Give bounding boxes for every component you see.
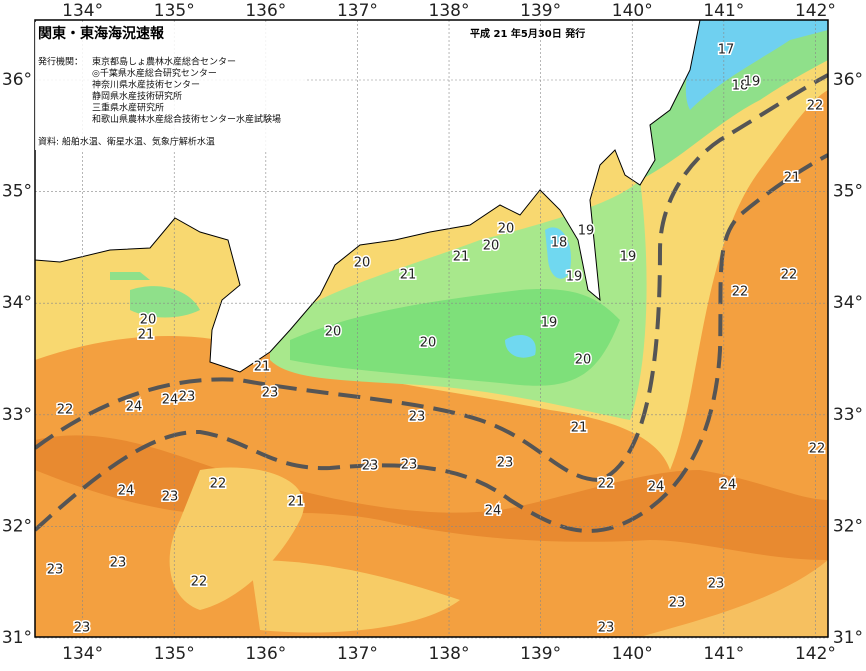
isotherm-label: 22	[210, 477, 227, 492]
isotherm-label: 17	[718, 43, 735, 58]
isotherm-label: 23	[669, 596, 686, 611]
agency-heading: 発行機関：	[38, 56, 83, 68]
lat-label-right: 36°	[833, 70, 863, 90]
agency: 静岡県水産技術研究所	[92, 90, 182, 102]
isotherm-label: 24	[485, 504, 502, 519]
isotherm-label: 20	[354, 256, 371, 271]
issue-date: 平成 21 年5月30日 発行	[470, 27, 585, 40]
isotherm-label: 24	[162, 393, 179, 408]
isotherm-label: 23	[262, 386, 279, 401]
lon-label-bottom: 136°	[245, 644, 286, 664]
lon-label-top: 136°	[245, 1, 286, 21]
lat-label-right: 32°	[833, 516, 863, 536]
isotherm-label: 23	[179, 390, 196, 405]
isotherm-label: 21	[453, 250, 470, 265]
lon-label-bottom: 139°	[520, 644, 561, 664]
lon-label-bottom: 138°	[429, 644, 470, 664]
isotherm-label: 19	[620, 250, 637, 265]
lat-label-right: 34°	[833, 293, 863, 313]
isotherm-label: 22	[807, 99, 824, 114]
lat-label-right: 33°	[833, 405, 863, 425]
agency: 三重県水産研究所	[92, 102, 164, 114]
isotherm-label: 21	[138, 328, 155, 343]
agency: 和歌山県農林水産総合技術センター水産試験場	[92, 113, 281, 125]
lon-label-top: 139°	[520, 1, 561, 21]
isotherm-label: 23	[47, 563, 64, 578]
lat-label-left: 36°	[2, 70, 32, 90]
lon-label-bottom: 141°	[703, 644, 744, 664]
isotherm-label: 24	[720, 478, 737, 493]
isotherm-label: 20	[140, 313, 157, 328]
lon-label-bottom: 142°	[795, 644, 836, 664]
isotherm-label: 21	[571, 421, 588, 436]
lon-label-top: 135°	[154, 1, 195, 21]
map-frame	[34, 19, 829, 638]
lon-label-bottom: 140°	[612, 644, 653, 664]
isotherm-label: 18	[732, 79, 749, 94]
isotherm-label: 22	[57, 403, 74, 418]
isotherm-label: 23	[162, 490, 179, 505]
isotherm-label: 19	[566, 270, 583, 285]
isotherm-label: 22	[809, 442, 826, 457]
isotherm-label: 23	[598, 621, 615, 636]
isotherm-labels: 1718192221222220202120211819191919202020…	[45, 41, 827, 637]
lon-label-top: 137°	[337, 1, 378, 21]
lat-label-left: 34°	[2, 293, 32, 313]
lon-label-top: 138°	[429, 1, 470, 21]
lon-label-bottom: 137°	[337, 644, 378, 664]
isotherm-label: 23	[497, 456, 514, 471]
isotherm-label: 23	[362, 459, 379, 474]
isotherm-label: 22	[191, 575, 208, 590]
isotherm-label: 18	[551, 236, 568, 251]
isotherm-label: 24	[118, 484, 135, 499]
isotherm-label: 20	[575, 353, 592, 368]
isotherm-label: 23	[401, 458, 418, 473]
legend-box	[35, 22, 305, 150]
title: 関東・東海海況速報	[38, 25, 165, 42]
lon-label-top: 140°	[612, 1, 653, 21]
lat-label-left: 32°	[2, 516, 32, 536]
agency: ◎千葉県水産総合研究センター	[92, 67, 217, 79]
isotherm-label: 22	[598, 477, 615, 492]
isotherm-label: 20	[498, 222, 515, 237]
lat-label-right: 31°	[833, 628, 863, 648]
isotherm-label: 23	[409, 410, 426, 425]
lon-label-bottom: 135°	[154, 644, 195, 664]
isotherm-label: 19	[578, 224, 595, 239]
isotherm-label: 20	[325, 325, 342, 340]
isotherm-label: 19	[744, 75, 761, 90]
isotherm-label: 24	[126, 400, 143, 415]
lon-label-top: 141°	[703, 1, 744, 21]
lat-label-left: 35°	[2, 182, 32, 202]
lat-label-left: 33°	[2, 405, 32, 425]
isotherm-label: 21	[288, 495, 305, 510]
isotherm-label: 23	[708, 577, 725, 592]
lon-label-top: 134°	[62, 1, 103, 21]
isotherm-label: 21	[254, 360, 271, 375]
isotherm-label: 19	[541, 316, 558, 331]
isotherm-label: 21	[784, 171, 801, 186]
lat-label-right: 35°	[833, 182, 863, 202]
isotherm-label: 23	[110, 556, 127, 571]
agency: 神奈川県水産技術センター	[92, 79, 200, 91]
isotherm-label: 22	[732, 285, 749, 300]
isotherm-label: 20	[420, 336, 437, 351]
isotherm-label: 22	[781, 268, 798, 283]
lat-label-left: 31°	[2, 628, 32, 648]
isotherm-label: 24	[648, 480, 665, 495]
isotherm-label: 21	[400, 268, 417, 283]
data-source: 資料: 船舶水温、衛星水温、気象庁解析水温	[38, 136, 215, 148]
agency: 東京都島しょ農林水産総合センター	[92, 56, 236, 68]
graticule	[35, 20, 828, 639]
isotherm-label: 23	[74, 621, 91, 636]
kuroshio-axis	[35, 73, 828, 533]
lon-label-top: 142°	[795, 1, 836, 21]
isotherm-label: 20	[483, 239, 500, 254]
lon-label-bottom: 134°	[62, 644, 103, 664]
